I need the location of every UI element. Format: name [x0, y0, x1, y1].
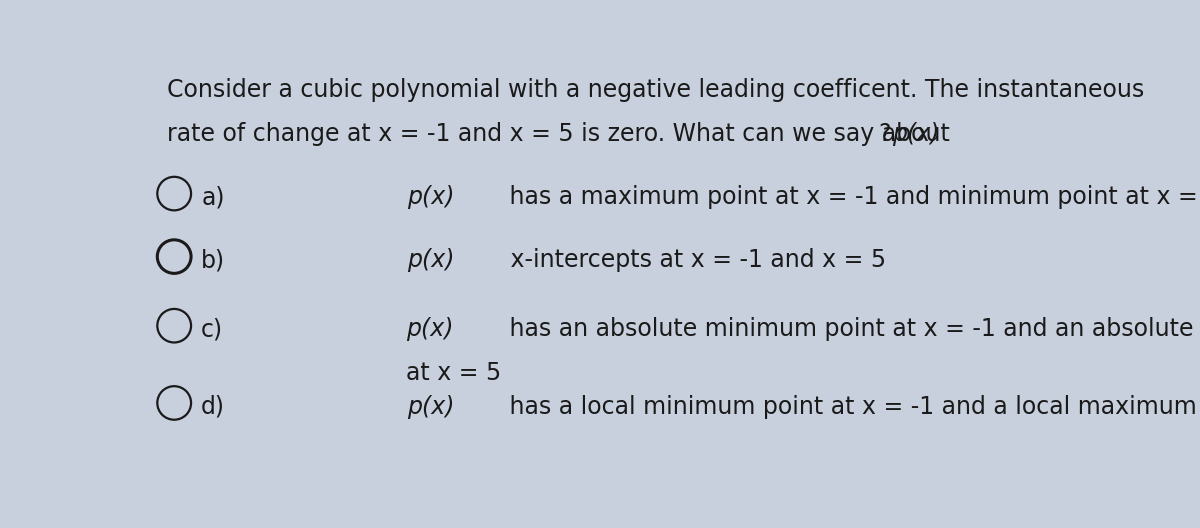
Text: has a local minimum point at x = -1 and a local maximum point at x = 5: has a local minimum point at x = -1 and …: [503, 395, 1200, 419]
Text: at x = 5: at x = 5: [406, 361, 502, 385]
Text: x-intercepts at x = -1 and x = 5: x-intercepts at x = -1 and x = 5: [503, 248, 886, 272]
Text: p(x): p(x): [407, 185, 455, 209]
Text: Consider a cubic polynomial with a negative leading coefficent. The instantaneou: Consider a cubic polynomial with a negat…: [167, 78, 1144, 101]
Text: d): d): [202, 395, 226, 419]
Text: ?: ?: [878, 122, 890, 146]
Text: p(x): p(x): [407, 248, 455, 272]
Text: has an absolute minimum point at x = -1 and an absolute maximum point: has an absolute minimum point at x = -1 …: [502, 317, 1200, 342]
Text: rate of change at x = -1 and x = 5 is zero. What can we say about: rate of change at x = -1 and x = 5 is ze…: [167, 122, 958, 146]
Text: p(x): p(x): [406, 317, 454, 342]
Text: c): c): [202, 317, 223, 342]
Text: p(x): p(x): [892, 122, 940, 146]
Text: has a maximum point at x = -1 and minimum point at x = 5: has a maximum point at x = -1 and minimu…: [503, 185, 1200, 209]
Text: p(x): p(x): [407, 395, 455, 419]
Text: a): a): [202, 185, 224, 209]
Text: b): b): [202, 248, 226, 272]
